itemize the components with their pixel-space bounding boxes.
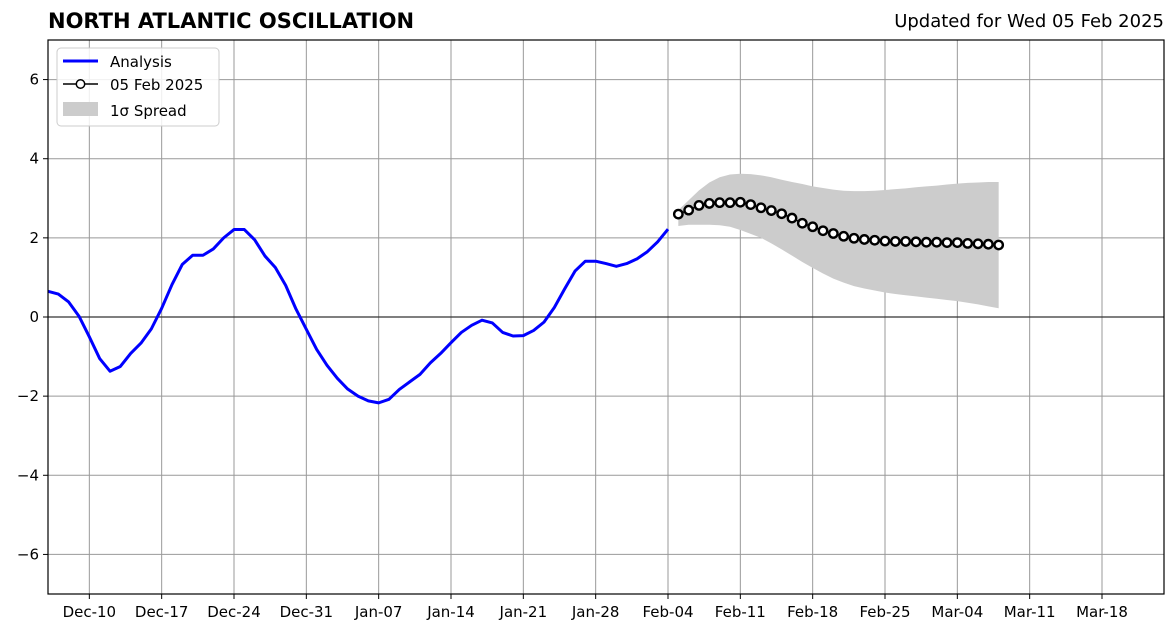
forecast-point (920, 236, 932, 248)
x-tick-label: Dec-24 (207, 603, 261, 621)
legend: Analysis 05 Feb 2025 1σ Spread (56, 47, 220, 127)
y-tick-label: 4 (29, 150, 39, 168)
forecast-point (734, 196, 746, 208)
forecast-point (931, 236, 943, 248)
forecast-point (683, 204, 695, 216)
x-tick-label: Feb-25 (859, 603, 910, 621)
forecast-point (786, 212, 798, 224)
forecast-point (982, 238, 994, 250)
legend-forecast-marker (75, 79, 86, 89)
forecast-point (796, 217, 808, 229)
x-tick-label: Feb-18 (787, 603, 838, 621)
x-tick-label: Jan-14 (426, 603, 475, 621)
x-tick-label: Jan-21 (499, 603, 548, 621)
forecast-point (889, 236, 901, 247)
legend-spread-swatch (63, 102, 98, 116)
forecast-point (838, 230, 850, 242)
y-tick-label: 0 (29, 308, 39, 326)
forecast-point (879, 235, 891, 247)
forecast-point (972, 238, 984, 250)
x-tick-label: Jan-28 (571, 603, 620, 621)
forecast-point (827, 228, 839, 239)
forecast-point (724, 197, 736, 209)
forecast-point (910, 236, 922, 248)
forecast-point (817, 225, 829, 237)
forecast-point (900, 236, 912, 247)
forecast-point (807, 221, 819, 233)
forecast-series (672, 196, 1005, 251)
forecast-point (703, 198, 715, 209)
x-tick-label: Jan-07 (354, 603, 403, 621)
y-tick-label: −6 (17, 545, 39, 563)
x-tick-label: Dec-31 (280, 603, 334, 621)
y-tick-label: −2 (17, 387, 39, 405)
forecast-point (693, 200, 705, 211)
y-tick-label: −4 (17, 466, 39, 484)
x-tick-label: Mar-11 (1004, 603, 1056, 621)
analysis-series (47, 228, 670, 405)
x-tick-label: Dec-17 (135, 603, 189, 621)
legend-spread-label: 1σ Spread (110, 102, 187, 120)
forecast-point (755, 202, 767, 214)
x-tick-label: Dec-10 (63, 603, 117, 621)
forecast-point (672, 208, 684, 220)
forecast-point (765, 205, 777, 216)
forecast-point (714, 197, 726, 209)
forecast-point (993, 239, 1005, 251)
forecast-point (869, 234, 881, 246)
x-tick-label: Mar-18 (1076, 603, 1128, 621)
legend-forecast-label: 05 Feb 2025 (110, 76, 203, 94)
forecast-point (962, 237, 974, 249)
x-tick-label: Feb-04 (642, 603, 693, 621)
chart-subtitle: Updated for Wed 05 Feb 2025 (894, 11, 1164, 32)
forecast-point (858, 234, 870, 245)
x-tick-label: Mar-04 (931, 603, 983, 621)
analysis-line (47, 228, 670, 405)
forecast-point (941, 237, 953, 249)
chart-title: NORTH ATLANTIC OSCILLATION (48, 9, 415, 33)
y-tick-label: 6 (29, 71, 39, 89)
y-tick-label: 2 (29, 229, 39, 247)
forecast-point (951, 237, 963, 249)
legend-analysis-label: Analysis (110, 53, 172, 71)
axes: −6 −4 −2 0 2 4 6 Dec-10 Dec-17 Dec-24 Dec-31 Jan-07… (17, 39, 1165, 621)
x-tick-label: Feb-11 (715, 603, 766, 621)
forecast-point (848, 232, 860, 244)
forecast-point (776, 208, 788, 220)
forecast-point (745, 199, 757, 211)
